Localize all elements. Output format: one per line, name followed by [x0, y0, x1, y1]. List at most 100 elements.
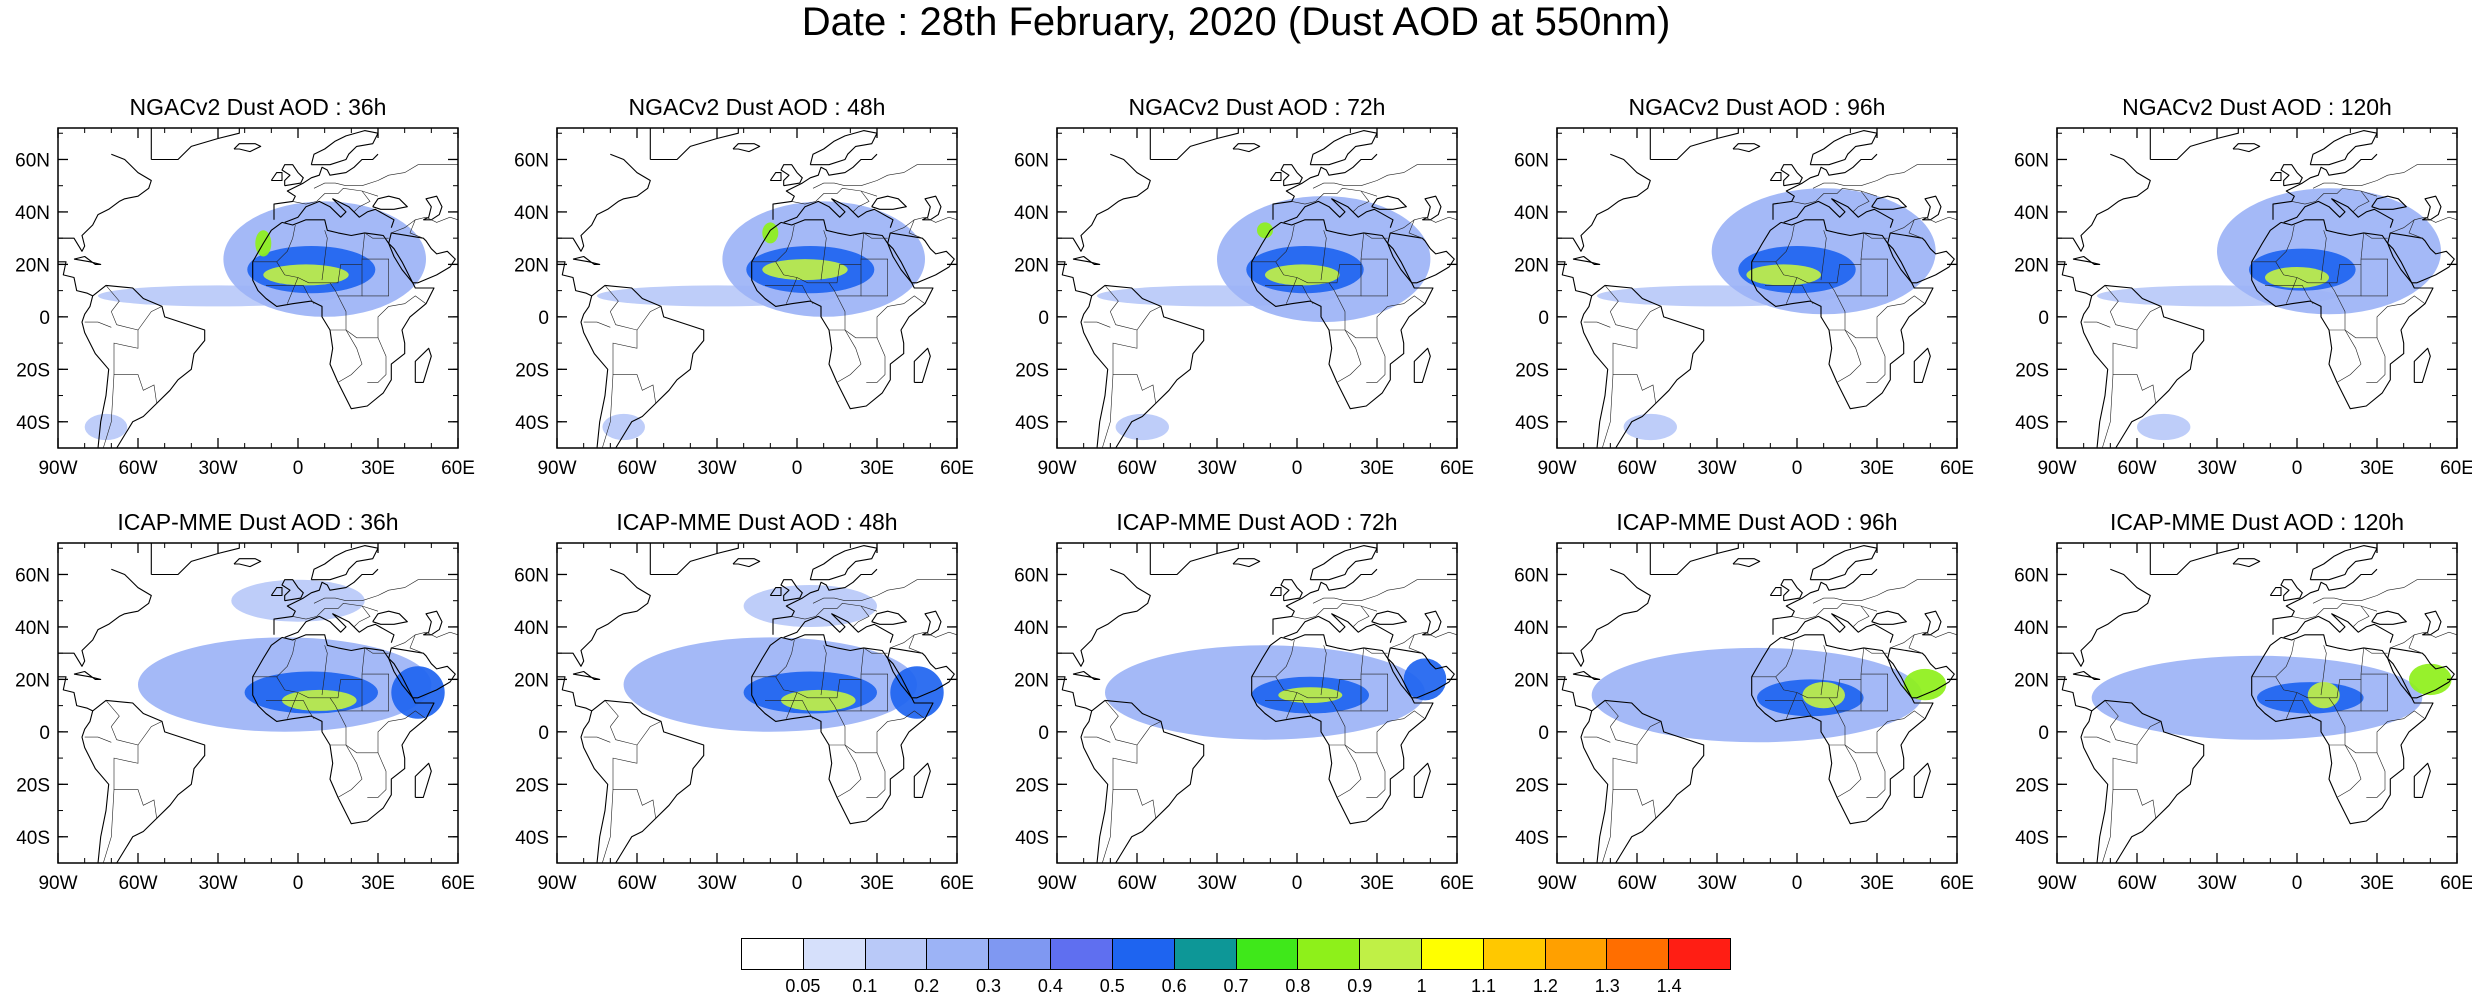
country-border [861, 673, 889, 712]
lon-tick-label: 30E [2360, 458, 2394, 479]
coastline [649, 543, 739, 576]
country-border [84, 321, 112, 328]
coastline [273, 568, 379, 635]
country-border [330, 744, 363, 798]
country-border [1251, 224, 1295, 263]
coastline [81, 699, 206, 863]
map-panel: 90W 60W 30W 0 30E 60E 60N 40N 20N 0 20S 40S ICAP-MME… [514, 509, 974, 894]
country-border [2286, 277, 2298, 304]
lon-tick-label: 60W [617, 873, 656, 894]
coastline [150, 543, 240, 576]
coastline [1783, 198, 1894, 228]
lon-tick-label: 30W [198, 458, 237, 479]
country-border [852, 605, 870, 628]
coastline [922, 195, 942, 221]
lon-tick-label: 30E [1360, 458, 1394, 479]
coastline [1057, 676, 1092, 712]
lon-tick-label: 60E [1440, 873, 1474, 894]
lat-tick-label: 40N [15, 618, 50, 639]
coastline [2072, 670, 2101, 680]
country-border [2104, 285, 2138, 375]
coastline [913, 347, 931, 383]
lon-tick-label: 60E [1940, 458, 1974, 479]
lat-tick-label: 20N [2014, 255, 2049, 276]
country-border [890, 631, 957, 649]
coastline [150, 128, 240, 161]
country-border [751, 639, 795, 678]
lat-tick-label: 0 [1538, 308, 1549, 329]
lon-tick-label: 90W [1037, 873, 1076, 894]
coastline [1809, 130, 1878, 166]
coastline [1080, 699, 1205, 863]
panel-title: NGACv2 Dust AOD : 96h [1629, 94, 1886, 120]
lon-tick-label: 60W [617, 458, 656, 479]
lat-tick-label: 0 [2038, 723, 2049, 744]
country-border [1751, 639, 1795, 678]
country-border [2291, 187, 2378, 205]
lon-tick-label: 30E [860, 873, 894, 894]
country-border [2361, 258, 2388, 297]
lon-tick-label: 0 [293, 458, 304, 479]
country-border [287, 277, 299, 304]
country-border [1887, 710, 1926, 722]
country-border [330, 329, 363, 383]
country-border [2265, 285, 2314, 304]
colorbar-swatch [742, 939, 804, 969]
country-border [1360, 164, 1457, 186]
coastline [2057, 153, 2151, 252]
country-border [252, 224, 296, 263]
panel-title: ICAP-MME Dust AOD : 72h [1116, 509, 1397, 535]
coastline [1387, 232, 1455, 284]
coastline [1913, 762, 1931, 798]
coastline [1422, 195, 1442, 221]
coastline [1283, 198, 1394, 228]
country-border [361, 579, 458, 601]
country-border [2352, 190, 2370, 213]
dust-plume [743, 585, 877, 627]
country-border [2387, 295, 2426, 307]
lat-tick-label: 40S [1015, 413, 1049, 434]
country-border [887, 710, 926, 722]
country-border [1775, 647, 1864, 699]
country-border [775, 647, 864, 699]
coastline [1080, 284, 1205, 448]
country-border [1360, 579, 1457, 601]
lat-tick-label: 0 [2038, 308, 2049, 329]
country-border [361, 164, 458, 186]
country-border [1765, 700, 1814, 719]
lon-tick-label: 0 [1792, 458, 1803, 479]
coastline [2272, 568, 2378, 635]
coastline [1251, 634, 1434, 825]
country-border [1860, 164, 1957, 186]
lon-tick-label: 60W [1117, 458, 1156, 479]
country-border [1286, 277, 1298, 304]
coastline [557, 261, 592, 297]
coastline [871, 610, 907, 625]
country-border [1908, 219, 1923, 239]
coastline [2280, 579, 2303, 602]
country-border [2352, 605, 2370, 628]
coastline [1309, 130, 1378, 166]
country-border [364, 232, 389, 239]
country-border [2275, 232, 2364, 284]
coastline [73, 255, 102, 265]
country-border [1408, 219, 1423, 239]
country-border [1312, 182, 1361, 189]
country-border [860, 164, 957, 186]
country-border [287, 692, 299, 719]
lon-tick-label: 60E [2440, 458, 2472, 479]
country-border [908, 634, 923, 654]
dust-plume [2137, 413, 2191, 441]
coastline [2251, 219, 2434, 410]
country-border [786, 277, 798, 304]
country-border [2291, 602, 2378, 620]
lat-tick-label: 60N [2014, 150, 2049, 171]
coastline [252, 219, 435, 410]
coastline [732, 558, 761, 568]
coastline [1580, 284, 1705, 448]
country-border [1791, 187, 1878, 205]
coastline [1887, 232, 1955, 284]
coastline [780, 579, 803, 602]
lat-tick-label: 40S [2015, 413, 2049, 434]
lon-tick-label: 60W [2117, 458, 2156, 479]
